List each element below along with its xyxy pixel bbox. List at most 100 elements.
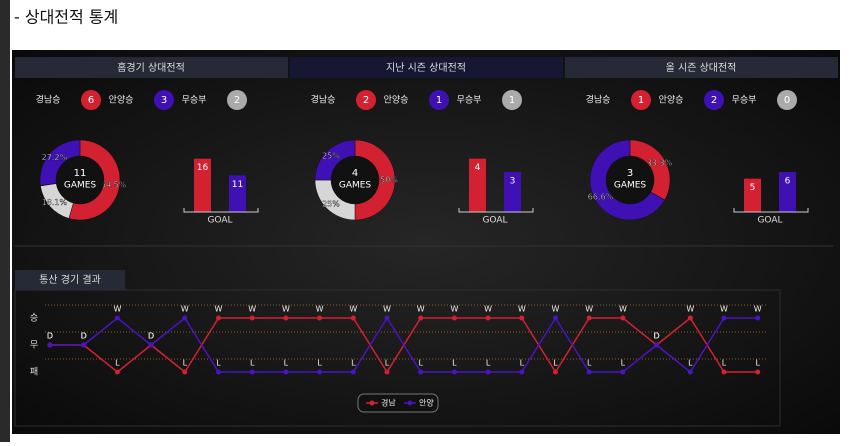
goal-value: 16 (197, 163, 209, 173)
result-label: L (183, 359, 188, 368)
legend-label: 경남승 (586, 94, 611, 106)
goal-bar (779, 172, 796, 212)
count-value: 6 (88, 95, 94, 106)
result-point (721, 315, 727, 321)
result-label: W (450, 305, 458, 314)
goal-value: 4 (475, 163, 481, 173)
result-point (755, 315, 761, 321)
tab[interactable] (565, 57, 838, 78)
result-point (249, 315, 255, 321)
result-point (249, 369, 255, 375)
tab[interactable] (290, 57, 563, 78)
result-label: L (621, 359, 626, 368)
legend-name: 안양 (419, 398, 434, 408)
result-label: W (316, 305, 324, 314)
result-point (687, 315, 693, 321)
result-label: W (113, 305, 121, 314)
donut-hole (56, 156, 104, 204)
count-badge (227, 90, 247, 110)
legend-dot (407, 400, 413, 406)
legend-label: 무승부 (457, 95, 482, 106)
result-point (317, 315, 323, 321)
donut-label: 25% (322, 200, 340, 209)
result-label: W (585, 305, 593, 314)
result-point (755, 369, 761, 375)
result-label: L (587, 359, 592, 368)
count-value: 1 (638, 95, 644, 106)
goal-bar (504, 172, 521, 212)
result-point (216, 369, 221, 375)
donut-center-label: GAMES (64, 181, 97, 191)
result-point (620, 369, 626, 375)
goal-value: 3 (510, 177, 516, 187)
goal-bar (744, 178, 761, 212)
result-label: W (417, 305, 425, 314)
result-label: W (552, 305, 560, 314)
result-point (586, 315, 592, 321)
legend-label: 안양승 (109, 95, 134, 106)
result-label: D (148, 332, 154, 341)
result-point (418, 369, 424, 375)
result-point (114, 369, 120, 375)
donut-label: 27.2% (42, 153, 68, 162)
count-value: 0 (784, 95, 790, 106)
result-label: L (216, 359, 221, 368)
result-label: L (385, 359, 390, 368)
tab-label: 올 시즌 상대전적 (666, 62, 737, 74)
result-label: L (250, 359, 255, 368)
result-label: W (686, 305, 694, 314)
result-point (114, 315, 120, 321)
y-tick-label: 패 (30, 367, 38, 378)
result-label: W (619, 305, 627, 314)
result-point (182, 369, 188, 375)
donut-total: 11 (74, 168, 87, 179)
count-badge (704, 90, 724, 110)
donut-slice (39, 139, 81, 186)
result-label: L (351, 359, 356, 368)
legend-dot (369, 400, 375, 406)
result-label: L (317, 359, 322, 368)
donut-total: 3 (627, 168, 633, 179)
legend-label: 안양승 (659, 95, 684, 106)
legend-name: 경남 (381, 398, 396, 408)
count-value: 1 (436, 95, 442, 106)
donut-hole (606, 156, 654, 204)
donut-hole (331, 156, 379, 204)
result-label: W (720, 305, 728, 314)
y-tick-label: 무 (30, 340, 38, 351)
result-point (586, 369, 592, 375)
result-point (485, 315, 491, 321)
page-title: - 상대전적 통계 (14, 8, 118, 27)
count-value: 3 (161, 95, 167, 106)
result-label: W (181, 305, 189, 314)
donut-label: 66.6% (588, 192, 614, 201)
result-point (687, 369, 693, 375)
result-point (47, 342, 53, 348)
goal-value: 5 (750, 183, 756, 193)
result-line (50, 316, 758, 374)
history-tab-label: 통산 경기 결과 (39, 273, 101, 286)
result-point (654, 342, 660, 348)
tab[interactable] (15, 57, 288, 78)
legend-label: 경남승 (311, 94, 336, 106)
result-label: D (47, 332, 53, 341)
goal-bar (469, 158, 486, 212)
count-badge (154, 90, 174, 110)
tab-label: 지난 시즌 상대전적 (386, 62, 466, 74)
y-tick-label: 승 (30, 313, 38, 324)
donut-total: 4 (352, 168, 358, 179)
result-label: W (349, 305, 357, 314)
result-label: W (754, 305, 762, 314)
result-label: L (115, 359, 120, 368)
result-point (148, 342, 154, 348)
donut-label: 33.3% (647, 158, 673, 167)
goal-label: GOAL (207, 216, 232, 226)
count-badge (777, 90, 797, 110)
legend-box (357, 393, 439, 413)
legend-label: 경남승 (36, 94, 61, 106)
result-point (553, 315, 558, 321)
donut-center-label: GAMES (614, 181, 647, 191)
result-label: W (248, 305, 256, 314)
